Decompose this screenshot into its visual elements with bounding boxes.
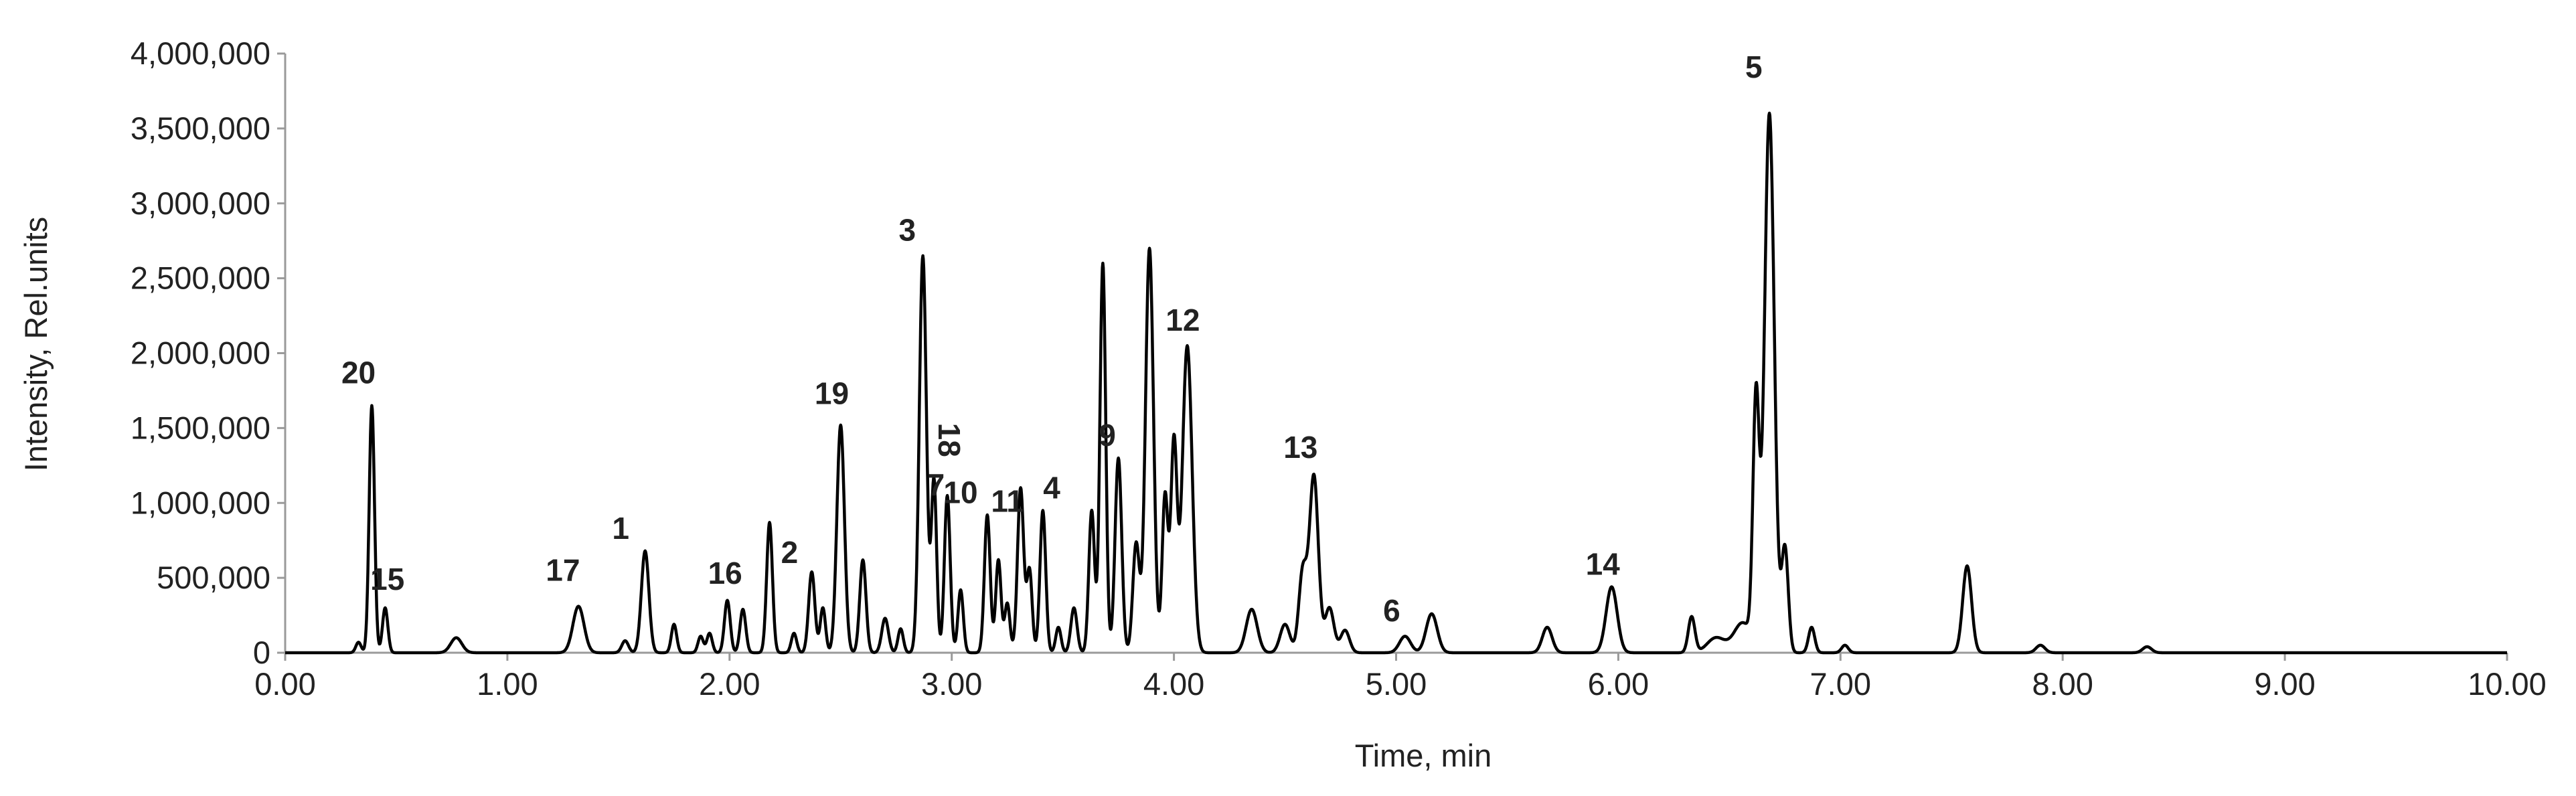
peak-label: 14 <box>1586 547 1621 582</box>
x-tick-label: 8.00 <box>2032 666 2093 702</box>
x-tick-label: 5.00 <box>1366 666 1427 702</box>
peak-label: 12 <box>1165 303 1200 337</box>
y-tick-label: 0 <box>253 635 270 670</box>
peak-label: 20 <box>341 355 376 390</box>
y-tick-label: 500,000 <box>157 560 270 595</box>
x-tick-label: 3.00 <box>921 666 982 702</box>
peak-label: 7 <box>928 467 945 502</box>
x-tick-label: 10.00 <box>2468 666 2547 702</box>
peak-label: 1 <box>612 511 629 546</box>
y-tick-label: 1,500,000 <box>131 410 270 445</box>
peak-label: 9 <box>1099 418 1116 453</box>
x-tick-label: 4.00 <box>1143 666 1204 702</box>
peak-label: 19 <box>815 376 849 411</box>
x-axis-title: Time, min <box>1355 738 1492 773</box>
y-tick-label: 2,000,000 <box>131 335 270 371</box>
x-tick-label: 2.00 <box>699 666 760 702</box>
x-tick-label: 0.00 <box>254 666 315 702</box>
peak-label: 4 <box>1043 471 1060 505</box>
peak-label: 2 <box>781 535 799 570</box>
peak-label: 17 <box>546 553 580 588</box>
chromatogram-trace <box>284 111 2508 655</box>
peak-label: 13 <box>1283 430 1317 465</box>
x-tick-label: 7.00 <box>1810 666 1871 702</box>
peak-label: 6 <box>1383 593 1400 628</box>
x-tick-label: 1.00 <box>477 666 538 702</box>
peak-label: 3 <box>899 213 916 248</box>
peak-label: 18 <box>932 423 967 457</box>
trace-layer <box>284 111 2508 655</box>
y-tick-label: 1,000,000 <box>131 485 270 520</box>
y-axis-title: Intensity, Rel.units <box>18 217 54 472</box>
peak-label: 5 <box>1745 50 1763 84</box>
y-tick-label: 4,000,000 <box>131 35 270 71</box>
x-tick-label: 9.00 <box>2254 666 2315 702</box>
y-tick-label: 2,500,000 <box>131 260 270 296</box>
peak-label: 16 <box>708 556 742 590</box>
peak-label-layer: 20 15 17 1 16 2 19 3 18 710 11 4 9 12 13 6 14 5 <box>341 50 1763 628</box>
peak-label: 10 <box>943 475 977 509</box>
y-tick-label: 3,500,000 <box>131 110 270 146</box>
y-tick-label: 3,000,000 <box>131 185 270 221</box>
peak-label: 15 <box>370 562 404 596</box>
axes-layer: 0 500,000 1,000,000 1,500,000 2,000,000 2,500… <box>131 35 2547 702</box>
x-tick-label: 6.00 <box>1588 666 1649 702</box>
peak-label: 11 <box>991 484 1024 519</box>
